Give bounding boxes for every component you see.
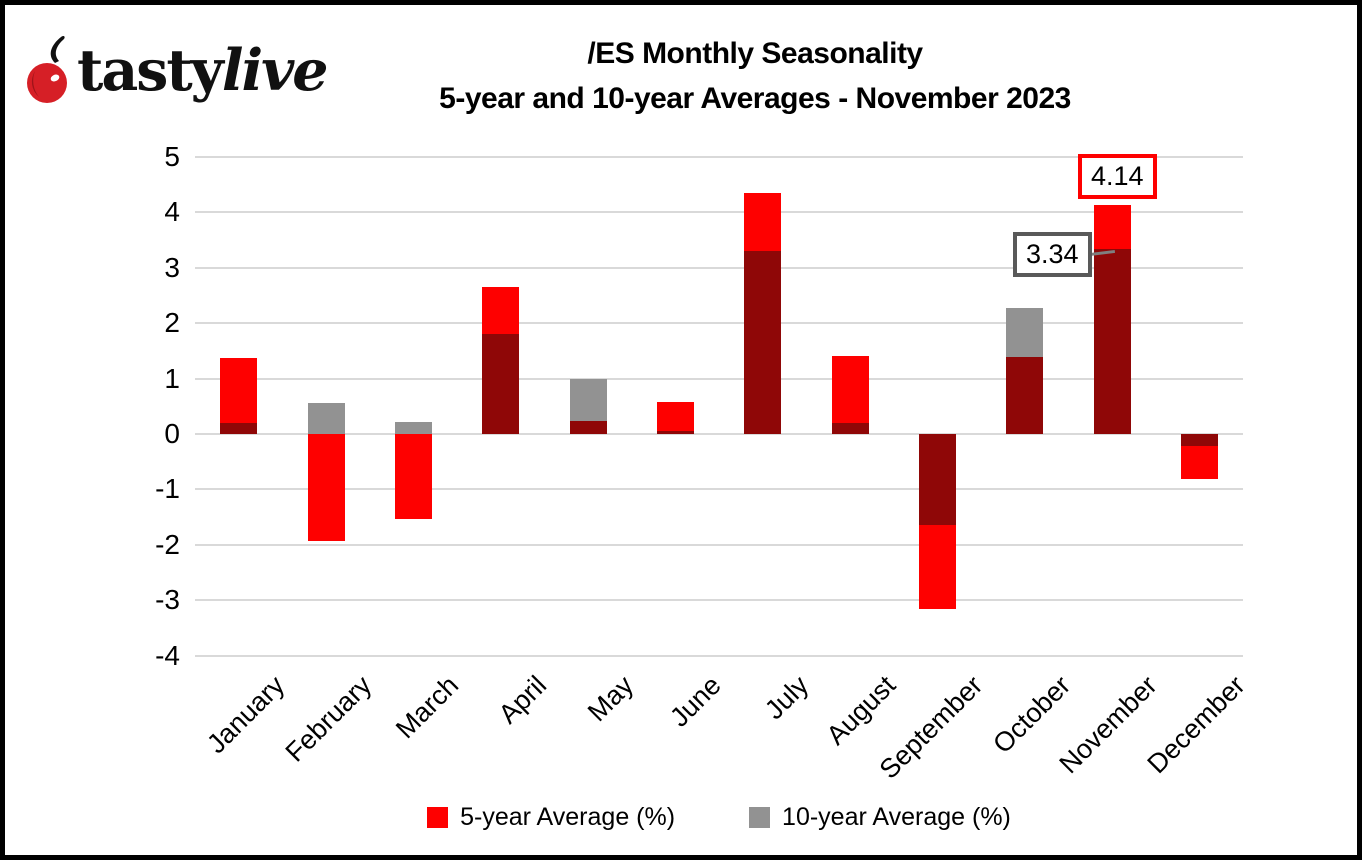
bar-june-overlap bbox=[656, 431, 694, 434]
bar-september-overlap bbox=[918, 434, 956, 526]
plot-area bbox=[195, 156, 1243, 657]
bar-december-5yr bbox=[1180, 446, 1218, 479]
gridline-y2 bbox=[195, 322, 1243, 325]
legend-swatch-10yr bbox=[749, 807, 771, 828]
gridline-y-3 bbox=[195, 599, 1243, 602]
callout-5yr-november: 4.14 bbox=[1078, 154, 1157, 199]
bar-august-overlap bbox=[831, 422, 869, 434]
bar-october-overlap bbox=[1006, 356, 1044, 434]
gridline-y3 bbox=[195, 266, 1243, 269]
bar-march-5yr bbox=[394, 434, 432, 519]
gridline-y-4 bbox=[195, 654, 1243, 657]
legend-item-5yr: 5-year Average (%) bbox=[427, 803, 675, 832]
y-axis-tick--1: -1 bbox=[155, 473, 180, 505]
x-axis-label-february: February bbox=[279, 670, 378, 768]
brand-wordmark: tastylive bbox=[77, 33, 329, 109]
gridline-y-1 bbox=[195, 488, 1243, 491]
bar-may-10yr bbox=[569, 378, 607, 422]
x-axis-label-august: August bbox=[820, 670, 902, 751]
x-axis-label-march: March bbox=[390, 670, 465, 745]
bar-january-overlap bbox=[220, 422, 258, 434]
x-axis-label-october: October bbox=[986, 670, 1076, 760]
bar-january-5yr bbox=[220, 358, 258, 423]
legend-label-5yr: 5-year Average (%) bbox=[460, 803, 676, 831]
y-axis-tick-4: 4 bbox=[164, 196, 180, 228]
y-axis-tick-3: 3 bbox=[164, 251, 180, 283]
chart-title-line1: /ES Monthly Seasonality bbox=[587, 37, 923, 70]
callout-10yr-november: 3.34 bbox=[1013, 232, 1092, 277]
bar-june-5yr bbox=[656, 402, 694, 432]
brand-tasty: tasty bbox=[77, 37, 224, 104]
bar-november-overlap bbox=[1093, 248, 1131, 434]
bar-december-overlap bbox=[1180, 434, 1218, 447]
bar-february-10yr bbox=[307, 402, 345, 434]
x-axis-label-january: January bbox=[200, 670, 290, 760]
y-axis-tick-2: 2 bbox=[164, 307, 180, 339]
gridline-y5 bbox=[195, 156, 1243, 158]
x-axis-label-may: May bbox=[581, 670, 640, 728]
bar-april-5yr bbox=[482, 286, 520, 334]
bar-august-5yr bbox=[831, 355, 869, 423]
cherry-icon bbox=[27, 35, 67, 103]
gridline-y4 bbox=[195, 211, 1243, 214]
legend: 5-year Average (%) 10-year Average (%) bbox=[195, 803, 1243, 832]
legend-swatch-5yr bbox=[427, 807, 449, 828]
brand-live: live bbox=[221, 37, 329, 104]
legend-label-10yr: 10-year Average (%) bbox=[782, 803, 1011, 831]
x-axis-label-july: July bbox=[758, 670, 814, 726]
x-axis-label-june: June bbox=[663, 670, 727, 733]
gridline-y-2 bbox=[195, 543, 1243, 546]
gridline-y1 bbox=[195, 377, 1243, 380]
y-axis-tick-5: 5 bbox=[164, 141, 180, 172]
y-axis-tick-1: 1 bbox=[164, 362, 180, 394]
bar-april-overlap bbox=[482, 333, 520, 434]
bar-october-10yr bbox=[1006, 308, 1044, 357]
y-axis-tick--2: -2 bbox=[155, 528, 180, 560]
bar-september-5yr bbox=[918, 525, 956, 609]
y-axis-tick-0: 0 bbox=[164, 418, 180, 449]
legend-item-10yr: 10-year Average (%) bbox=[749, 803, 1011, 832]
x-axis-label-april: April bbox=[492, 670, 552, 730]
gridline-y0 bbox=[195, 433, 1243, 435]
chart-title-line2: 5-year and 10-year Averages - November 2… bbox=[439, 82, 1071, 115]
bar-may-overlap bbox=[569, 421, 607, 434]
chart-title: /ES Monthly Seasonality 5-year and 10-ye… bbox=[145, 31, 1357, 121]
bar-february-5yr bbox=[307, 434, 345, 541]
bar-november-5yr bbox=[1093, 204, 1131, 249]
y-axis-tick--3: -3 bbox=[155, 584, 180, 616]
tastylive-logo: tastylive bbox=[25, 33, 329, 109]
bar-july-overlap bbox=[744, 250, 782, 434]
y-axis-tick--4: -4 bbox=[155, 639, 180, 671]
bar-july-5yr bbox=[744, 193, 782, 251]
bar-march-10yr bbox=[394, 422, 432, 434]
